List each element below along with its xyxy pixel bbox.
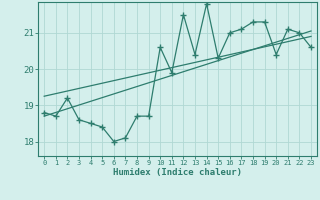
X-axis label: Humidex (Indice chaleur): Humidex (Indice chaleur)	[113, 168, 242, 177]
